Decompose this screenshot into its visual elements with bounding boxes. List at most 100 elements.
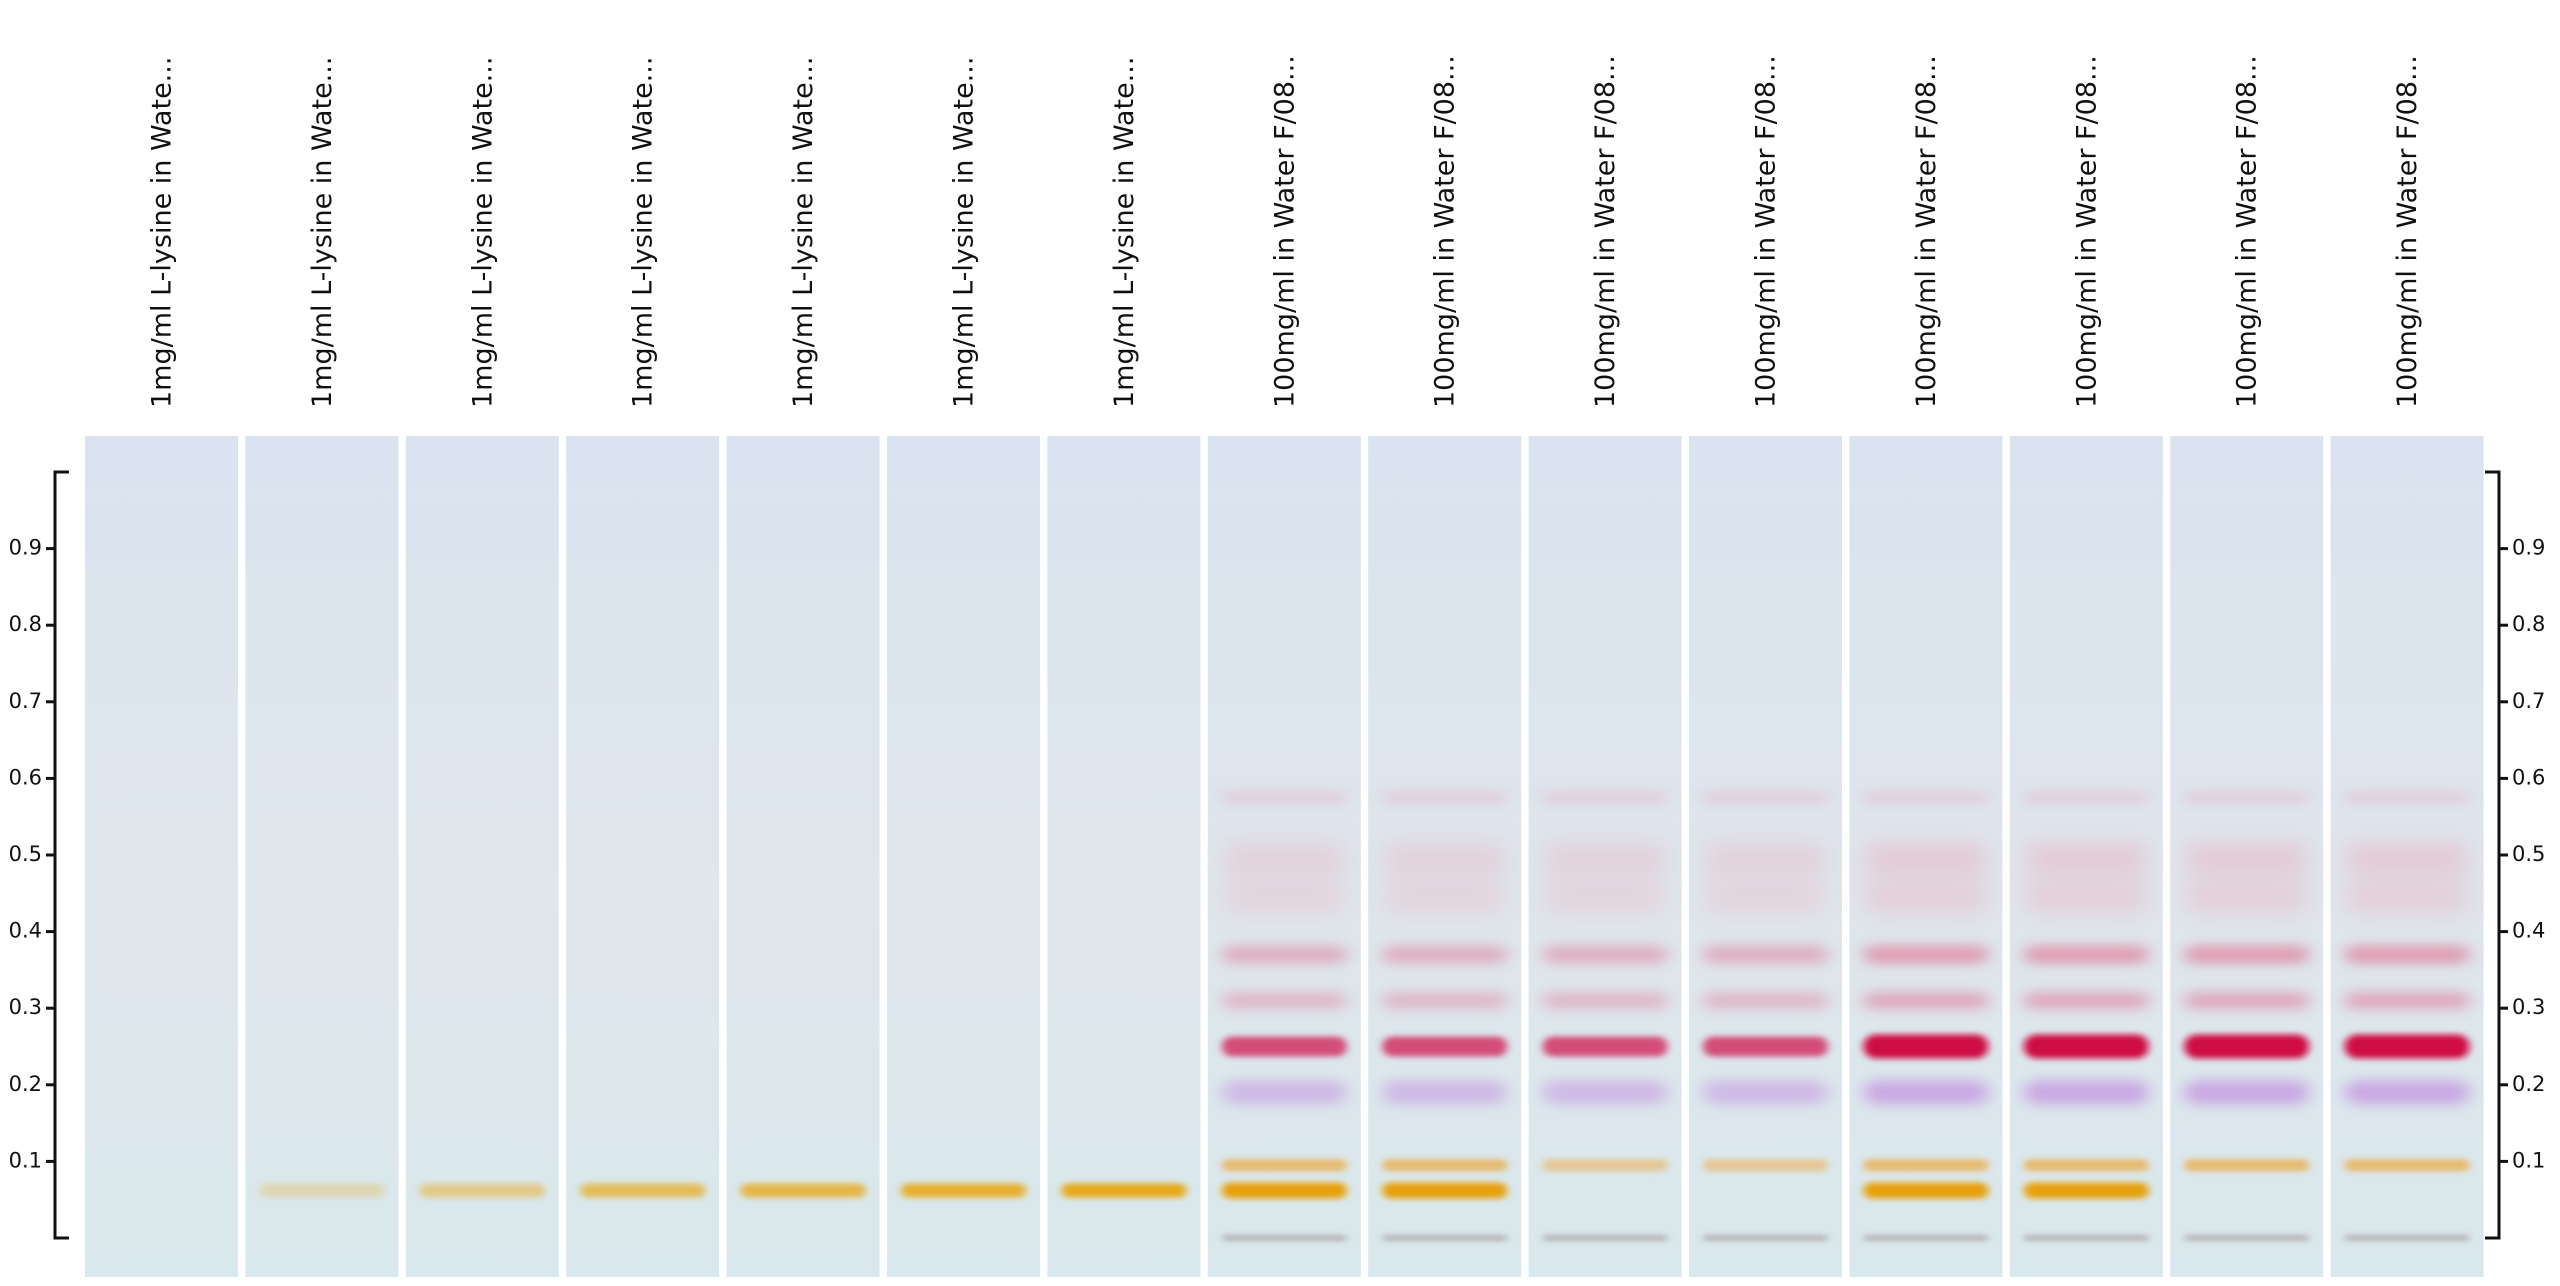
- band: [1382, 945, 1508, 964]
- band: [740, 1183, 866, 1198]
- band: [1863, 1182, 1989, 1199]
- lane: 1mg/ml L-lysine in Wate...: [1047, 57, 1201, 1277]
- band: [1221, 1159, 1347, 1172]
- band: [2184, 792, 2310, 803]
- band: [1221, 1182, 1347, 1199]
- band: [1703, 792, 1828, 803]
- tick-label: 0.9: [9, 536, 42, 560]
- lane: 1mg/ml L-lysine in Wate...: [566, 57, 720, 1277]
- lane: 1mg/ml L-lysine in Wate...: [245, 57, 399, 1277]
- band: [1542, 992, 1668, 1009]
- band: [1703, 1159, 1828, 1172]
- lane: 1mg/ml L-lysine in Wate...: [85, 57, 238, 1277]
- lane: 100mg/ml in Water F/08...: [2009, 55, 2163, 1277]
- band: [1703, 886, 1828, 909]
- band: [2184, 847, 2310, 870]
- lane: 100mg/ml in Water F/08...: [2170, 55, 2324, 1277]
- lane-label: 100mg/ml in Water F/08...: [1911, 55, 1942, 408]
- tick-label: 0.3: [9, 995, 42, 1019]
- band: [1542, 1036, 1668, 1057]
- lane-label: 1mg/ml L-lysine in Wate...: [628, 57, 659, 408]
- band: [2344, 792, 2470, 803]
- band: [1863, 1159, 1989, 1172]
- band: [901, 1183, 1026, 1198]
- tick-label: 0.5: [2512, 842, 2545, 866]
- band: [1703, 1036, 1828, 1057]
- band: [1703, 945, 1828, 964]
- band: [1863, 945, 1989, 964]
- band: [1703, 1080, 1828, 1105]
- tick-label: 0.2: [2512, 1072, 2545, 1096]
- axis-line: [2485, 470, 2501, 1240]
- band: [259, 1183, 385, 1198]
- tick-label: 0.8: [9, 612, 42, 636]
- tick-label: 0.1: [9, 1148, 42, 1172]
- lane-label: 1mg/ml L-lysine in Wate...: [949, 57, 980, 408]
- lane: 1mg/ml L-lysine in Wate...: [726, 57, 880, 1277]
- lane-label: 100mg/ml in Water F/08...: [2071, 55, 2102, 408]
- band: [2184, 1235, 2310, 1241]
- tick-label: 0.5: [9, 842, 42, 866]
- band: [2344, 886, 2470, 909]
- lane: 100mg/ml in Water F/08...: [1849, 55, 2003, 1277]
- band: [2184, 945, 2310, 964]
- band: [1863, 886, 1989, 909]
- lane-background: [887, 436, 1040, 1277]
- lane-label: 1mg/ml L-lysine in Wate...: [467, 57, 498, 408]
- lane-background: [245, 436, 399, 1277]
- band: [1221, 1080, 1347, 1105]
- lane: 100mg/ml in Water F/08...: [1368, 55, 1522, 1277]
- band: [2344, 1034, 2470, 1059]
- band: [1863, 847, 1989, 870]
- lane-background: [1047, 436, 1201, 1277]
- lane: 1mg/ml L-lysine in Wate...: [887, 57, 1040, 1277]
- band: [1221, 886, 1347, 909]
- band: [1703, 1235, 1828, 1241]
- lane: 100mg/ml in Water F/08...: [2330, 55, 2484, 1277]
- band: [2023, 992, 2149, 1009]
- band: [1863, 1034, 1989, 1059]
- lane-label: 100mg/ml in Water F/08...: [2232, 55, 2263, 408]
- tick-label: 0.6: [2512, 765, 2545, 789]
- band: [1863, 1080, 1989, 1105]
- band: [2184, 1034, 2310, 1059]
- band: [419, 1183, 545, 1198]
- lane-label: 1mg/ml L-lysine in Wate...: [307, 57, 338, 408]
- tick-label: 0.3: [2512, 995, 2545, 1019]
- band: [1382, 992, 1508, 1009]
- band: [1542, 886, 1668, 909]
- band: [1382, 792, 1508, 803]
- axis-line: [53, 470, 69, 1240]
- band: [1382, 1080, 1508, 1105]
- band: [1542, 1080, 1668, 1105]
- band: [2344, 992, 2470, 1009]
- band: [1221, 847, 1347, 870]
- tick-label: 0.2: [9, 1072, 42, 1096]
- band: [2184, 1080, 2310, 1105]
- tick-label: 0.4: [2512, 919, 2545, 943]
- band: [1863, 992, 1989, 1009]
- lane-label: 1mg/ml L-lysine in Wate...: [788, 57, 819, 408]
- band: [2344, 847, 2470, 870]
- lane-background: [566, 436, 720, 1277]
- band: [1382, 1235, 1508, 1241]
- band: [2344, 945, 2470, 964]
- band: [2023, 945, 2149, 964]
- band: [2344, 1159, 2470, 1172]
- band: [1863, 1235, 1989, 1241]
- band: [1061, 1183, 1187, 1198]
- lane-background: [85, 436, 238, 1277]
- lane-label: 1mg/ml L-lysine in Wate...: [1109, 57, 1140, 408]
- band: [2344, 1080, 2470, 1105]
- tick-label: 0.7: [9, 689, 42, 713]
- band: [2023, 1080, 2149, 1105]
- lane-label: 100mg/ml in Water F/08...: [1590, 55, 1621, 408]
- lane: 100mg/ml in Water F/08...: [1689, 55, 1842, 1277]
- tick-label: 0.9: [2512, 536, 2545, 560]
- lane-label: 100mg/ml in Water F/08...: [1269, 55, 1300, 408]
- band: [1221, 945, 1347, 964]
- tick-label: 0.7: [2512, 689, 2545, 713]
- band: [1382, 1036, 1508, 1057]
- band: [2023, 1182, 2149, 1199]
- lane: 100mg/ml in Water F/08...: [1207, 55, 1361, 1277]
